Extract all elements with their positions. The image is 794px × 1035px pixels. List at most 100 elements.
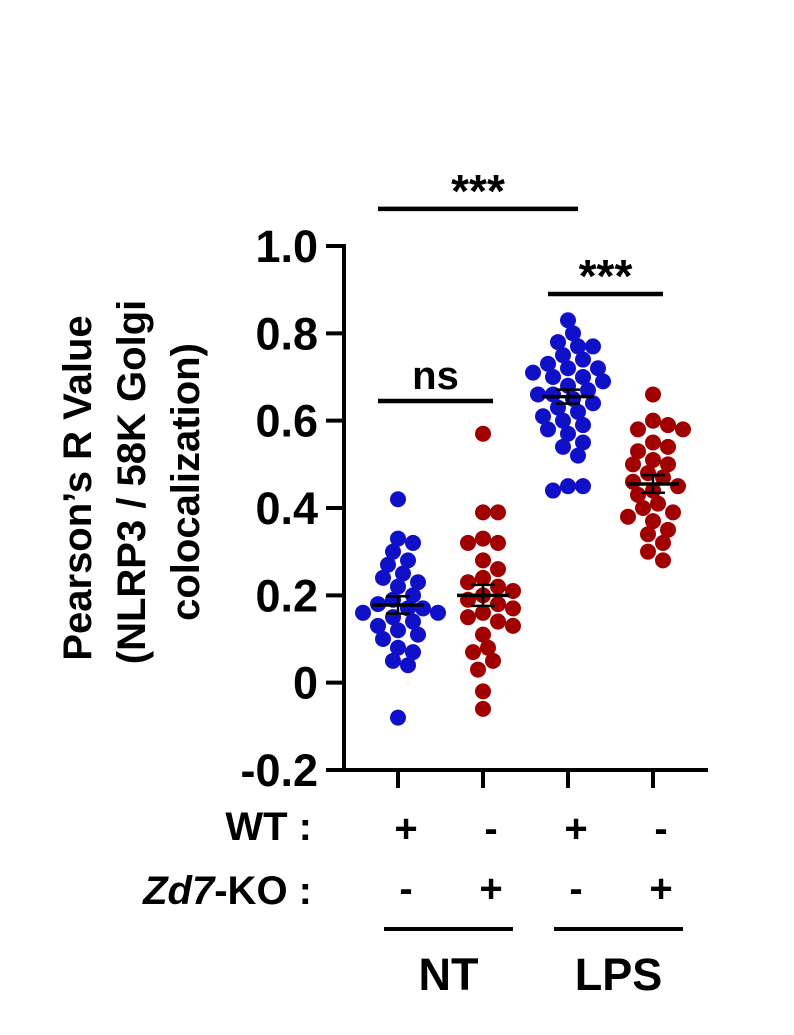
- y-tick-label: 0.4: [255, 483, 318, 534]
- wt-sign: +: [394, 807, 417, 851]
- y-axis: 1.0 0.8 0.6 0.4 0.2 0 -0.2: [240, 221, 346, 796]
- data-point: [570, 338, 586, 355]
- y-tick-label: 0.6: [255, 396, 318, 447]
- data-point: [555, 438, 571, 455]
- data-point: [460, 534, 476, 551]
- data-point: [555, 412, 571, 429]
- data-point: [640, 543, 656, 560]
- data-point: [645, 386, 661, 403]
- data-point: [460, 609, 476, 626]
- group-label: LPS: [575, 949, 663, 1000]
- data-point: [380, 556, 396, 573]
- data-point: [575, 478, 591, 495]
- data-point: [570, 403, 586, 420]
- row-label-wt: WT :: [225, 805, 312, 849]
- data-point: [395, 565, 411, 582]
- data-point: [410, 574, 426, 591]
- data-point: [370, 617, 386, 634]
- data-point: [355, 604, 371, 621]
- ko-sign: -: [569, 867, 582, 911]
- data-point: [645, 412, 661, 429]
- row-label-zd7-ko: Zd7-KO :: [142, 869, 312, 913]
- data-point: [630, 421, 646, 438]
- data-point: [585, 338, 601, 355]
- data-point: [630, 443, 646, 460]
- significance-label: ***: [451, 165, 505, 217]
- wt-sign: -: [654, 807, 667, 851]
- data-point: [430, 604, 446, 621]
- data-point: [390, 622, 406, 639]
- data-point: [410, 626, 426, 643]
- data-point: [490, 613, 506, 630]
- data-point: [545, 482, 561, 499]
- data-point: [595, 373, 611, 390]
- data-point: [560, 425, 576, 442]
- data-point: [405, 534, 421, 551]
- wt-sign: +: [564, 807, 587, 851]
- data-point: [385, 652, 401, 669]
- data-point: [560, 478, 576, 495]
- x-axis: [342, 768, 708, 788]
- data-point: [620, 508, 636, 525]
- data-point: [490, 596, 506, 613]
- data-points: [355, 312, 691, 726]
- data-point: [645, 513, 661, 530]
- data-point: [490, 578, 506, 595]
- group-label: NT: [419, 949, 479, 1000]
- data-point: [390, 639, 406, 656]
- data-point: [655, 534, 671, 551]
- significance-label: ***: [579, 250, 633, 302]
- data-point: [645, 434, 661, 451]
- mean-sem-bars: [372, 388, 679, 615]
- data-point: [570, 447, 586, 464]
- data-point: [665, 504, 681, 521]
- data-point: [390, 578, 406, 595]
- data-point: [560, 312, 576, 329]
- data-point: [585, 395, 601, 412]
- data-point: [650, 495, 666, 512]
- data-point: [575, 434, 591, 451]
- data-point: [660, 417, 676, 434]
- data-point: [475, 604, 491, 621]
- data-point: [390, 530, 406, 547]
- data-point: [485, 652, 501, 669]
- data-point: [555, 347, 571, 364]
- data-point: [540, 355, 556, 372]
- data-point: [645, 451, 661, 468]
- data-point: [475, 626, 491, 643]
- data-point: [655, 469, 671, 486]
- data-point: [545, 369, 561, 385]
- data-point: [475, 504, 491, 521]
- data-point: [660, 438, 676, 455]
- genotype-table: WT : Zd7-KO : + - - + + - - +: [142, 805, 673, 913]
- data-point: [385, 543, 401, 560]
- data-point: [505, 617, 521, 634]
- y-tick-label: 1.0: [255, 221, 318, 272]
- data-point: [630, 486, 646, 503]
- wt-sign: -: [484, 807, 497, 851]
- data-point: [475, 683, 491, 700]
- data-point: [405, 644, 421, 661]
- significance-label: ns: [412, 354, 459, 398]
- data-point: [400, 657, 416, 674]
- data-point: [400, 552, 416, 569]
- data-point: [505, 600, 521, 617]
- data-point: [460, 574, 476, 591]
- data-point: [560, 360, 576, 377]
- data-point: [475, 700, 491, 717]
- data-point: [625, 456, 641, 473]
- data-point: [525, 364, 541, 381]
- data-point: [405, 613, 421, 630]
- data-point: [660, 456, 676, 473]
- data-point: [390, 709, 406, 726]
- y-axis-label-line-2: (NLRP3 / 58K Golgi: [110, 300, 154, 665]
- data-point: [465, 644, 481, 661]
- data-point: [490, 504, 506, 521]
- data-point: [575, 369, 591, 385]
- data-point: [640, 526, 656, 543]
- data-point: [475, 569, 491, 586]
- data-point: [580, 382, 596, 399]
- data-point: [375, 569, 391, 586]
- ko-sign: -: [399, 867, 412, 911]
